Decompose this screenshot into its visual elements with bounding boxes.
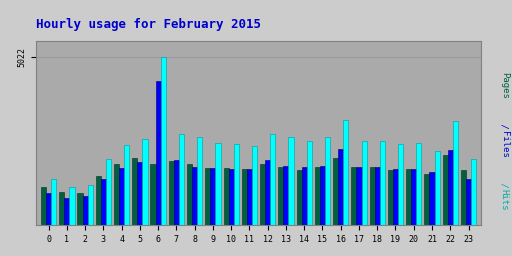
Bar [302, 167, 307, 225]
Bar [375, 167, 380, 225]
Bar [169, 161, 174, 225]
Bar [380, 141, 385, 225]
Bar [315, 167, 320, 225]
Bar [356, 167, 361, 225]
Bar [46, 193, 51, 225]
Bar [288, 137, 293, 225]
Bar [151, 164, 156, 225]
Bar [82, 196, 88, 225]
Bar [187, 164, 192, 225]
Bar [247, 169, 252, 225]
Bar [406, 169, 411, 225]
Bar [41, 187, 46, 225]
Bar [124, 145, 130, 225]
Bar [114, 164, 119, 225]
Bar [132, 158, 137, 225]
Text: Hourly usage for February 2015: Hourly usage for February 2015 [36, 18, 261, 31]
Bar [461, 170, 466, 225]
Text: Files: Files [500, 131, 509, 157]
Bar [343, 120, 348, 225]
Bar [307, 142, 312, 225]
Bar [361, 141, 367, 225]
Bar [398, 144, 403, 225]
Bar [388, 170, 393, 225]
Bar [338, 149, 343, 225]
Bar [179, 134, 184, 225]
Bar [210, 168, 216, 225]
Bar [333, 158, 338, 225]
Bar [96, 176, 101, 225]
Bar [216, 143, 221, 225]
Bar [142, 139, 147, 225]
Bar [283, 166, 288, 225]
Bar [192, 167, 197, 225]
Bar [242, 169, 247, 225]
Bar [77, 193, 82, 225]
Bar [466, 179, 471, 225]
Bar [252, 145, 257, 225]
Bar [393, 169, 398, 225]
Bar [88, 185, 93, 225]
Bar [224, 168, 229, 225]
Bar [174, 159, 179, 225]
Bar [430, 172, 435, 225]
Bar [270, 134, 275, 225]
Bar [70, 187, 75, 225]
Bar [161, 57, 166, 225]
Bar [424, 174, 430, 225]
Bar [370, 167, 375, 225]
Bar [101, 179, 106, 225]
Bar [119, 168, 124, 225]
Bar [156, 81, 161, 225]
Bar [471, 159, 476, 225]
Bar [447, 150, 453, 225]
Bar [351, 167, 356, 225]
Bar [325, 137, 330, 225]
Bar [279, 167, 283, 225]
Text: Pages: Pages [500, 72, 509, 99]
Bar [229, 169, 234, 225]
Bar [442, 155, 447, 225]
Bar [59, 192, 65, 225]
Bar [197, 137, 202, 225]
Text: Hits: Hits [500, 189, 509, 211]
Bar [411, 169, 416, 225]
Bar [260, 164, 265, 225]
Bar [137, 162, 142, 225]
Bar [435, 151, 440, 225]
Bar [296, 170, 302, 225]
Bar [65, 198, 70, 225]
Bar [205, 168, 210, 225]
Text: /: / [500, 118, 509, 134]
Bar [51, 179, 56, 225]
Text: /: / [500, 177, 509, 193]
Bar [265, 160, 270, 225]
Bar [416, 143, 421, 225]
Bar [453, 121, 458, 225]
Bar [106, 159, 111, 225]
Bar [234, 144, 239, 225]
Bar [320, 166, 325, 225]
